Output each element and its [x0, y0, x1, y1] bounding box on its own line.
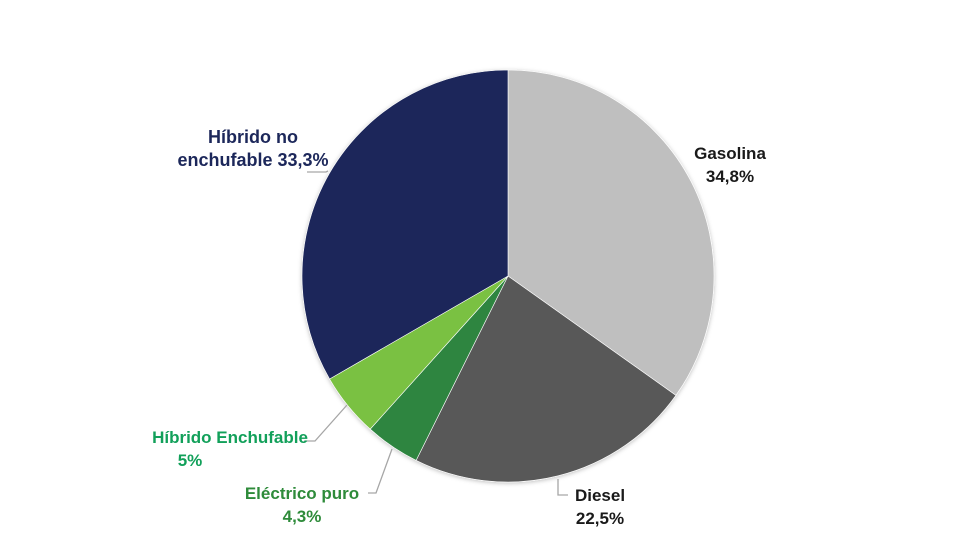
label-hibrido-no-enchufable: Híbrido no enchufable 33,3%: [150, 126, 356, 172]
label-diesel: Diesel 22,5%: [560, 484, 640, 530]
leader-hibrido-enchufable: [304, 404, 348, 442]
label-hibrido-enchufable-value: 5%: [177, 451, 203, 470]
label-hibrido-no-enchufable-line2: enchufable 33,3%: [177, 150, 329, 170]
label-electrico-value: 4,3%: [282, 507, 322, 526]
label-electrico: Eléctrico puro 4,3%: [232, 482, 372, 528]
leader-lines: [304, 170, 568, 496]
label-hibrido-enchufable: Híbrido Enchufable 5%: [140, 426, 320, 472]
label-electrico-name: Eléctrico puro: [244, 484, 360, 503]
pie-slice-gasolina: [507, 69, 715, 396]
pie-slices: [301, 69, 715, 483]
pie-slice-diesel: [415, 275, 677, 483]
label-diesel-value: 22,5%: [575, 509, 625, 528]
leader-hibrido-no-enchufable: [307, 170, 329, 173]
label-gasolina: Gasolina 34,8%: [680, 142, 780, 188]
label-diesel-name: Diesel: [574, 486, 626, 505]
label-gasolina-value: 34,8%: [705, 167, 755, 186]
leader-diesel: [557, 479, 568, 496]
pie-slice-hibrido-no-enchufable: [301, 69, 509, 380]
label-hibrido-no-enchufable-line1: Híbrido no: [208, 127, 298, 147]
leader-electrico: [368, 448, 393, 494]
label-hibrido-enchufable-name: Híbrido Enchufable: [152, 428, 308, 447]
label-gasolina-name: Gasolina: [694, 144, 766, 163]
